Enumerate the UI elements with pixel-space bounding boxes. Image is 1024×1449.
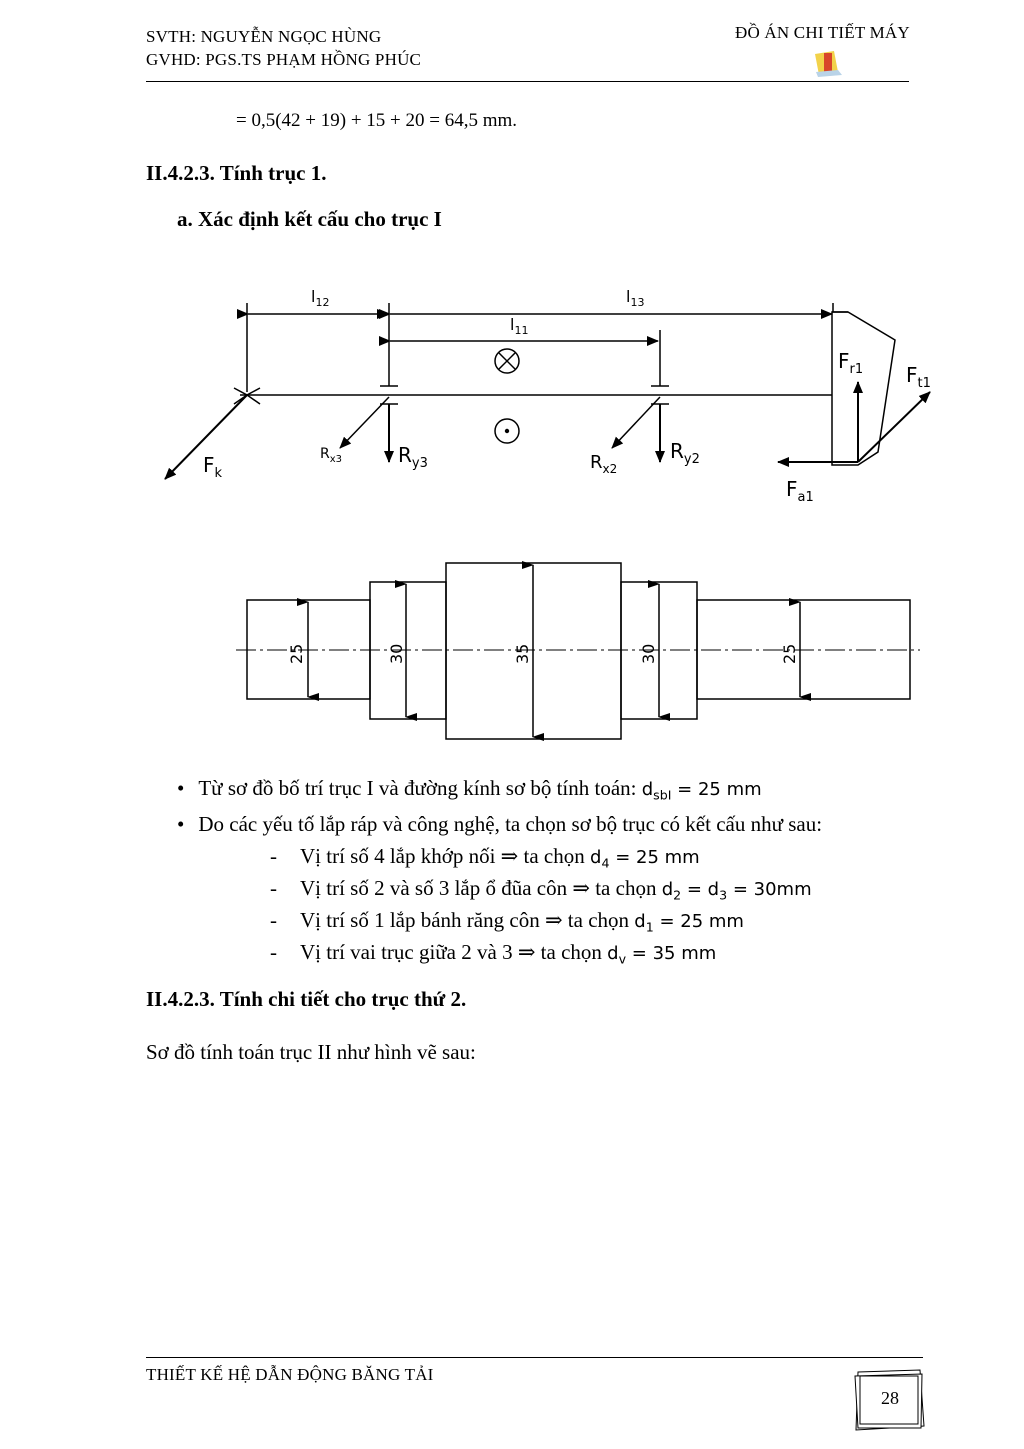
section-text-shaft-2: Sơ đồ tính toán trục II như hình vẽ sau: xyxy=(146,1040,476,1064)
dim-25-right: 25 xyxy=(780,644,799,664)
bullet-dot: • xyxy=(177,776,185,800)
label-Fr1: Fr1 xyxy=(838,349,863,377)
label-l11: l11 xyxy=(510,315,528,337)
label-l13: l13 xyxy=(626,287,644,309)
label-Rx3: Rx3 xyxy=(320,446,342,465)
bullet-2: • Do các yếu tố lắp ráp và công nghệ, ta … xyxy=(177,812,823,836)
force-Rx3 xyxy=(339,396,390,449)
dash-item-2: - Vị trí số 2 và số 3 lắp ổ đũa côn ⇒ ta … xyxy=(270,876,812,903)
header-rule xyxy=(146,81,909,82)
bullet-1: • Từ sơ đồ bố trí trục I và đường kính sơ… xyxy=(177,776,762,803)
bevel-gear xyxy=(831,311,896,466)
page-number-box: 28 xyxy=(852,1368,928,1432)
dash-item-3: - Vị trí số 1 lắp bánh răng côn ⇒ ta chọn… xyxy=(270,908,744,935)
label-Rx2: Rx2 xyxy=(590,452,617,476)
dim-30-left: 30 xyxy=(387,644,406,664)
label-Ry3: Ry3 xyxy=(398,443,428,471)
subsection-heading-shaft-1: a. Xác định kết cấu cho trục I xyxy=(177,207,442,231)
footer-rule xyxy=(146,1357,923,1358)
dash-item-1: - Vị trí số 4 lắp khớp nối ⇒ ta chọn d4 =… xyxy=(270,844,700,871)
dim-30-right: 30 xyxy=(639,644,658,664)
book-logo-icon xyxy=(812,48,844,78)
page-number: 28 xyxy=(881,1388,899,1408)
label-Ft1: Ft1 xyxy=(906,363,931,391)
label-l12: l12 xyxy=(311,287,329,309)
label-Ry2: Ry2 xyxy=(670,439,700,467)
dim-35: 35 xyxy=(513,644,532,664)
equation-line: = 0,5(42 + 19) + 15 + 20 = 64,5 mm. xyxy=(236,110,518,131)
bullet-dot: • xyxy=(177,812,185,836)
footer-title: THIẾT KẾ HỆ DẪN ĐỘNG BĂNG TẢI xyxy=(146,1365,434,1384)
header-student: SVTH: NGUYỄN NGỌC HÙNG xyxy=(146,27,382,46)
section-heading-shaft-1: II.4.2.3. Tính trục 1. xyxy=(146,161,327,185)
section-heading-shaft-2: II.4.2.3. Tính chi tiết cho trục thứ 2. xyxy=(146,987,467,1011)
force-Rx2 xyxy=(611,396,661,449)
label-Fk: Fk xyxy=(203,453,223,481)
header-advisor: GVHD: PGS.TS PHẠM HỒNG PHÚC xyxy=(146,50,422,69)
dim-25-left: 25 xyxy=(287,644,306,664)
label-Fa1: Fa1 xyxy=(786,477,814,505)
header-doc-title: ĐỒ ÁN CHI TIẾT MÁY xyxy=(735,23,910,42)
into-page-symbol xyxy=(494,348,520,374)
out-of-page-symbol xyxy=(494,418,520,444)
force-Ft1 xyxy=(857,391,931,463)
force-diagram: l12 l13 l11 Fr1 Ft1 Fa1 Fk Rx3 Ry3 Rx2 R… xyxy=(164,287,931,505)
force-Fk xyxy=(164,394,248,480)
dash-item-4: - Vị trí vai trục giữa 2 và 3 ⇒ ta chọn d… xyxy=(270,940,717,967)
stepped-shaft-diagram: 25 30 35 30 25 xyxy=(236,561,920,741)
